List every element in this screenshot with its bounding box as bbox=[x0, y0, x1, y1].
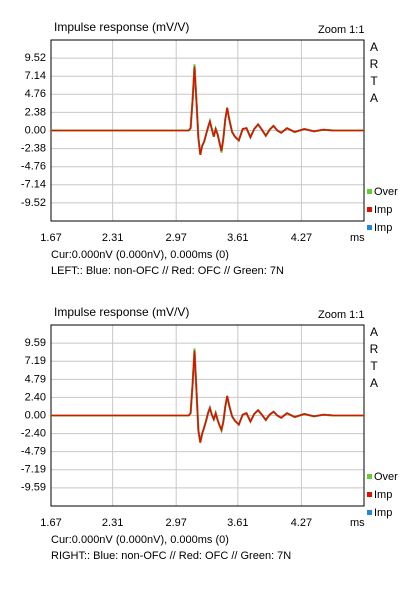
y-tick-label: -7.14 bbox=[21, 179, 46, 191]
y-tick-label: -2.38 bbox=[21, 143, 46, 155]
series-line bbox=[51, 350, 364, 443]
y-tick-label: 4.79 bbox=[25, 373, 46, 385]
y-tick-label: -4.76 bbox=[21, 161, 46, 173]
x-tick-label: 1.67 bbox=[40, 517, 61, 529]
legend-swatch bbox=[367, 474, 372, 479]
legend-label: Imp bbox=[374, 507, 392, 519]
y-tick-label: 2.40 bbox=[25, 391, 46, 403]
chart-title: Impulse response (mV/V) bbox=[54, 305, 189, 319]
y-tick-label: 9.59 bbox=[25, 337, 46, 349]
x-unit: ms bbox=[350, 232, 365, 244]
x-tick-label: 1.67 bbox=[40, 232, 61, 244]
chart-title: Impulse response (mV/V) bbox=[54, 20, 189, 34]
legend-label: Imp bbox=[374, 489, 392, 501]
caption: LEFT:: Blue: non-OFC // Red: OFC // Gree… bbox=[51, 265, 284, 277]
x-tick-label: 2.31 bbox=[102, 517, 123, 529]
legend-label: Imp bbox=[374, 222, 392, 234]
legend-swatch bbox=[367, 510, 372, 515]
x-tick-label: 2.97 bbox=[165, 232, 186, 244]
side-label: ARTA bbox=[367, 325, 381, 393]
cursor-readout: Cur:0.000nV (0.000nV), 0.000ms (0) bbox=[51, 249, 229, 261]
side-label: ARTA bbox=[367, 40, 381, 108]
legend-swatch bbox=[367, 189, 372, 194]
legend-swatch bbox=[367, 225, 372, 230]
x-tick-label: 3.61 bbox=[227, 232, 248, 244]
legend-swatch bbox=[367, 207, 372, 212]
legend-label: Over bbox=[374, 186, 398, 198]
y-tick-label: 9.52 bbox=[25, 52, 46, 64]
cursor-readout: Cur:0.000nV (0.000nV), 0.000ms (0) bbox=[51, 534, 229, 546]
zoom-label: Zoom 1:1 bbox=[318, 24, 364, 36]
legend-label: Over bbox=[374, 471, 398, 483]
y-tick-label: -9.52 bbox=[21, 197, 46, 209]
legend-label: Imp bbox=[374, 204, 392, 216]
series-line bbox=[51, 66, 364, 155]
y-tick-label: -7.19 bbox=[21, 464, 46, 476]
y-tick-label: -2.40 bbox=[21, 428, 46, 440]
y-tick-label: 2.38 bbox=[25, 106, 46, 118]
caption: RIGHT:: Blue: non-OFC // Red: OFC // Gre… bbox=[51, 550, 291, 562]
x-tick-label: 4.27 bbox=[291, 232, 312, 244]
x-tick-label: 4.27 bbox=[291, 517, 312, 529]
x-tick-label: 2.31 bbox=[102, 232, 123, 244]
y-tick-label: 0.00 bbox=[25, 124, 46, 136]
y-tick-label: -9.59 bbox=[21, 482, 46, 494]
x-unit: ms bbox=[350, 517, 365, 529]
x-tick-label: 2.97 bbox=[165, 517, 186, 529]
y-tick-label: 7.14 bbox=[25, 70, 46, 82]
x-tick-label: 3.61 bbox=[227, 517, 248, 529]
legend-swatch bbox=[367, 492, 372, 497]
y-tick-label: -4.79 bbox=[21, 446, 46, 458]
y-tick-label: 7.19 bbox=[25, 355, 46, 367]
zoom-label: Zoom 1:1 bbox=[318, 309, 364, 321]
y-tick-label: 4.76 bbox=[25, 88, 46, 100]
y-tick-label: 0.00 bbox=[25, 409, 46, 421]
